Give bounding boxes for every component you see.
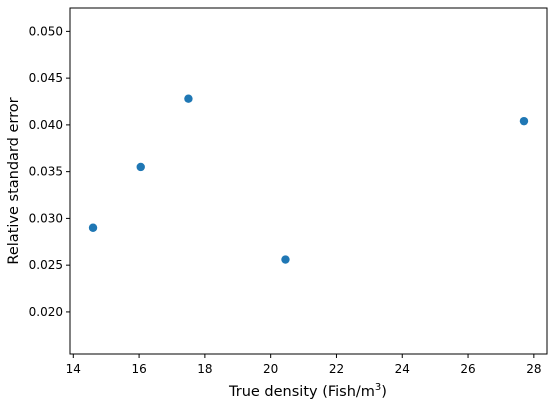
y-tick-label: 0.040: [29, 118, 63, 132]
y-axis-label: Relative standard error: [6, 97, 22, 264]
y-tick-label: 0.025: [29, 258, 63, 272]
data-point: [184, 94, 193, 103]
x-tick-label: 24: [395, 362, 410, 376]
data-point: [136, 162, 145, 172]
plot-area: [69, 7, 548, 355]
x-axis-label: True density (Fish/m3): [228, 382, 387, 400]
x-tick-label: 18: [197, 362, 212, 376]
data-point: [281, 255, 290, 264]
data-points: [88, 94, 529, 264]
data-point: [88, 223, 98, 232]
x-tick-label: 22: [329, 362, 344, 376]
y-axis: 0.020 0.025 0.030 0.035 0.040 0.045 0.050: [29, 24, 70, 319]
x-tick-label: 20: [263, 362, 278, 376]
x-tick-label: 14: [66, 362, 81, 376]
x-tick-label: 16: [131, 362, 146, 376]
data-point: [519, 116, 529, 126]
y-tick-label: 0.030: [29, 211, 63, 225]
x-tick-label: 26: [460, 362, 475, 376]
y-tick-label: 0.045: [29, 71, 63, 85]
x-tick-label: 28: [526, 362, 541, 376]
x-axis: 14 16 18 20 22 24 26 28: [66, 354, 541, 376]
y-tick-label: 0.035: [29, 165, 63, 179]
y-tick-label: 0.050: [29, 24, 63, 38]
y-tick-label: 0.020: [29, 305, 63, 319]
